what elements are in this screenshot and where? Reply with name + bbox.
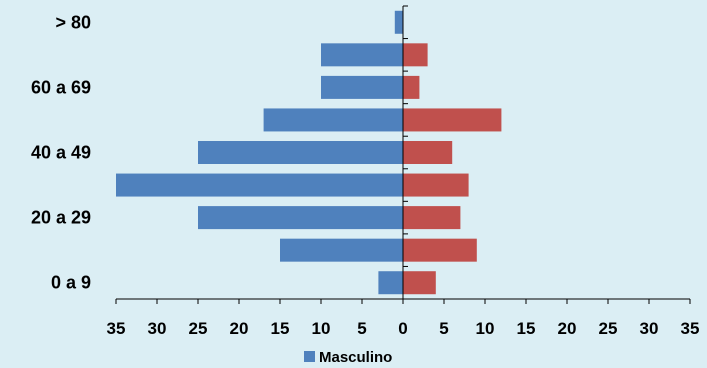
x-tick-label: 25 xyxy=(599,319,618,338)
bar-right-0 xyxy=(403,271,436,295)
x-tick-label: 10 xyxy=(476,319,495,338)
x-tick-label: 35 xyxy=(681,319,700,338)
x-tick-label: 20 xyxy=(558,319,577,338)
legend-swatch-masculino xyxy=(304,351,315,362)
bar-masculino-0 xyxy=(378,271,403,295)
bar-right-1 xyxy=(403,238,477,262)
x-tick-label: 30 xyxy=(640,319,659,338)
bar-right-6 xyxy=(403,75,420,99)
male-bars xyxy=(116,10,403,295)
right-series-bars xyxy=(403,43,502,295)
category-labels: 0 a 9 20 a 29 40 a 49 60 a 69 > 80 xyxy=(31,12,91,292)
bar-right-7 xyxy=(403,43,428,67)
bar-right-3 xyxy=(403,173,469,197)
category-label: 20 a 29 xyxy=(31,208,91,228)
bar-masculino-1 xyxy=(280,238,403,262)
category-label: 60 a 69 xyxy=(31,77,91,97)
category-label: 40 a 49 xyxy=(31,143,91,163)
bar-masculino-7 xyxy=(321,43,403,67)
x-tick-label: 0 xyxy=(398,319,407,338)
bar-masculino-8 xyxy=(394,10,403,34)
x-tick-labels: 35 30 25 20 15 10 5 0 5 10 15 20 25 30 35 xyxy=(107,319,700,338)
x-tick-label: 30 xyxy=(148,319,167,338)
axes xyxy=(115,5,691,304)
x-tick-label: 5 xyxy=(357,319,366,338)
x-tick-label: 5 xyxy=(439,319,448,338)
bar-right-5 xyxy=(403,108,502,132)
x-tick-label: 35 xyxy=(107,319,126,338)
category-label: > 80 xyxy=(55,12,91,32)
x-tick-label: 20 xyxy=(230,319,249,338)
x-tick-label: 25 xyxy=(189,319,208,338)
bar-masculino-2 xyxy=(198,206,403,230)
x-tick-label: 10 xyxy=(312,319,331,338)
x-tick-label: 15 xyxy=(271,319,290,338)
legend-label-masculino: Masculino xyxy=(319,349,392,366)
bar-masculino-5 xyxy=(263,108,403,132)
bar-masculino-6 xyxy=(321,75,403,99)
bar-right-2 xyxy=(403,206,461,230)
legend: Masculino xyxy=(304,349,392,366)
bar-masculino-3 xyxy=(116,173,403,197)
bar-masculino-4 xyxy=(198,141,403,164)
x-tick-label: 15 xyxy=(517,319,536,338)
bar-right-4 xyxy=(403,141,453,164)
category-label: 0 a 9 xyxy=(51,273,91,293)
